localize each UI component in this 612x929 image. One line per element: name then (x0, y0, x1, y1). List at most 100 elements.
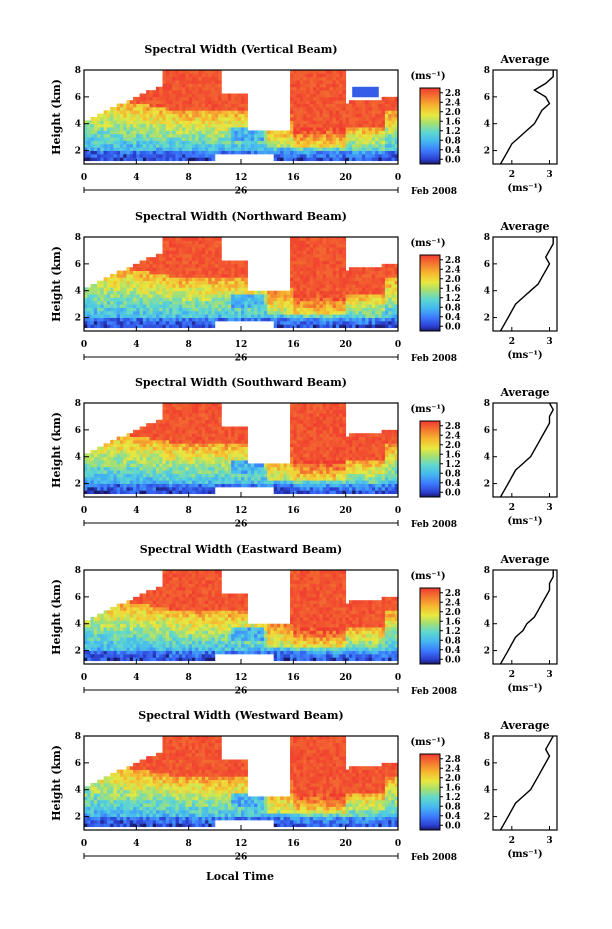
heatmap-cell (342, 123, 347, 128)
heatmap-cell (391, 120, 396, 125)
heatmap-cell (221, 297, 226, 302)
heatmap-cell (136, 127, 140, 131)
heatmap-cell (205, 310, 209, 315)
heatmap-cell (139, 263, 144, 268)
heatmap-cell (247, 304, 252, 308)
heatmap-cell (123, 307, 127, 312)
heatmap-cell (146, 324, 150, 329)
heatmap-cell (221, 426, 226, 431)
heatmap-cell (211, 267, 216, 271)
heatmap-cell (237, 433, 242, 437)
heatmap-cell (290, 310, 294, 315)
heatmap-cell (303, 270, 307, 275)
heatmap-cell (146, 297, 150, 302)
heatmap-cell (149, 120, 154, 125)
heatmap-cell (152, 96, 157, 101)
heatmap-cell (162, 267, 167, 271)
heatmap-cell (103, 320, 108, 325)
heatmap-cell (198, 150, 203, 155)
heatmap-cell (290, 290, 294, 295)
heatmap-cell (195, 253, 199, 258)
heatmap-cell (342, 270, 347, 275)
heatmap-cell (169, 93, 173, 98)
heatmap-cell (381, 100, 386, 104)
heatmap-cell (175, 100, 180, 104)
heatmap-cell (201, 413, 206, 417)
heatmap-cell (211, 117, 216, 121)
heatmap-cell (178, 90, 183, 94)
heatmap-cell (87, 294, 91, 298)
heatmap-cell (195, 76, 199, 81)
heatmap-cell (126, 153, 131, 158)
heatmap-cell (371, 267, 376, 271)
heatmap-cell (286, 147, 291, 151)
heatmap-cell (205, 284, 209, 288)
heatmap-cell (136, 470, 140, 474)
heatmap-cell (126, 317, 131, 322)
heatmap-cell (329, 117, 333, 121)
heatmap-cell (296, 270, 301, 275)
heatmap-cell (231, 446, 235, 451)
heatmap-cell (339, 297, 343, 302)
heatmap-cell (133, 460, 137, 464)
heatmap-cell (116, 307, 121, 312)
heatmap-cell (257, 133, 262, 138)
heatmap-cell (388, 320, 392, 325)
heatmap-cell (165, 476, 170, 481)
heatmap-cell (312, 127, 317, 131)
heatmap-cell (93, 137, 98, 141)
heatmap-cell (195, 117, 199, 121)
heatmap-cell (133, 117, 137, 121)
heatmap-cell (126, 446, 131, 451)
heatmap-cell (381, 130, 386, 135)
average-title: Average (499, 53, 549, 66)
heatmap-cell (316, 133, 320, 138)
heatmap-cell (371, 287, 376, 292)
heatmap-cell (394, 287, 399, 292)
day-label: 26 (235, 187, 248, 197)
heatmap-cell (381, 280, 386, 285)
heatmap-cell (244, 103, 248, 108)
heatmap-cell (378, 120, 383, 125)
heatmap-cell (188, 127, 193, 131)
heatmap-cell (103, 317, 108, 322)
heatmap-cell (188, 150, 193, 155)
heatmap-cell (116, 304, 121, 308)
heatmap-cell (329, 297, 333, 302)
heatmap-cell (178, 250, 183, 255)
heatmap-cell (205, 90, 209, 94)
heatmap-cell (218, 466, 222, 471)
heatmap-cell (139, 294, 144, 298)
heatmap-cell (175, 243, 180, 248)
heatmap-cell (231, 127, 235, 131)
heatmap-cell (234, 450, 239, 454)
heatmap-cell (391, 267, 396, 271)
heatmap-cell (100, 456, 105, 461)
heatmap-cell (319, 143, 324, 148)
heatmap-cell (116, 290, 121, 295)
heatmap-cell (388, 294, 392, 298)
heatmap-cell (329, 113, 333, 118)
heatmap-cell (221, 137, 226, 141)
heatmap-cell (214, 273, 219, 278)
heatmap-cell (93, 456, 98, 461)
heatmap-cell (133, 480, 137, 484)
heatmap-cell (185, 273, 190, 278)
heatmap-cell (152, 150, 157, 155)
heatmap-cell (93, 117, 98, 121)
heatmap-cell (306, 290, 311, 295)
heatmap-cell (237, 297, 242, 302)
heatmap-cell (368, 120, 373, 125)
heatmap-cell (110, 153, 114, 158)
heatmap-cell (352, 320, 356, 325)
heatmap-cell (394, 103, 399, 108)
heatmap-cell (384, 123, 389, 128)
heatmap-cell (306, 317, 311, 322)
heatmap-cell (237, 147, 242, 151)
heatmap-cell (191, 257, 196, 261)
heatmap-cell (326, 120, 330, 125)
heatmap-cell (381, 287, 386, 292)
heatmap-cell (309, 307, 314, 312)
heatmap-cell (329, 260, 333, 265)
heatmap-cell (159, 150, 163, 155)
